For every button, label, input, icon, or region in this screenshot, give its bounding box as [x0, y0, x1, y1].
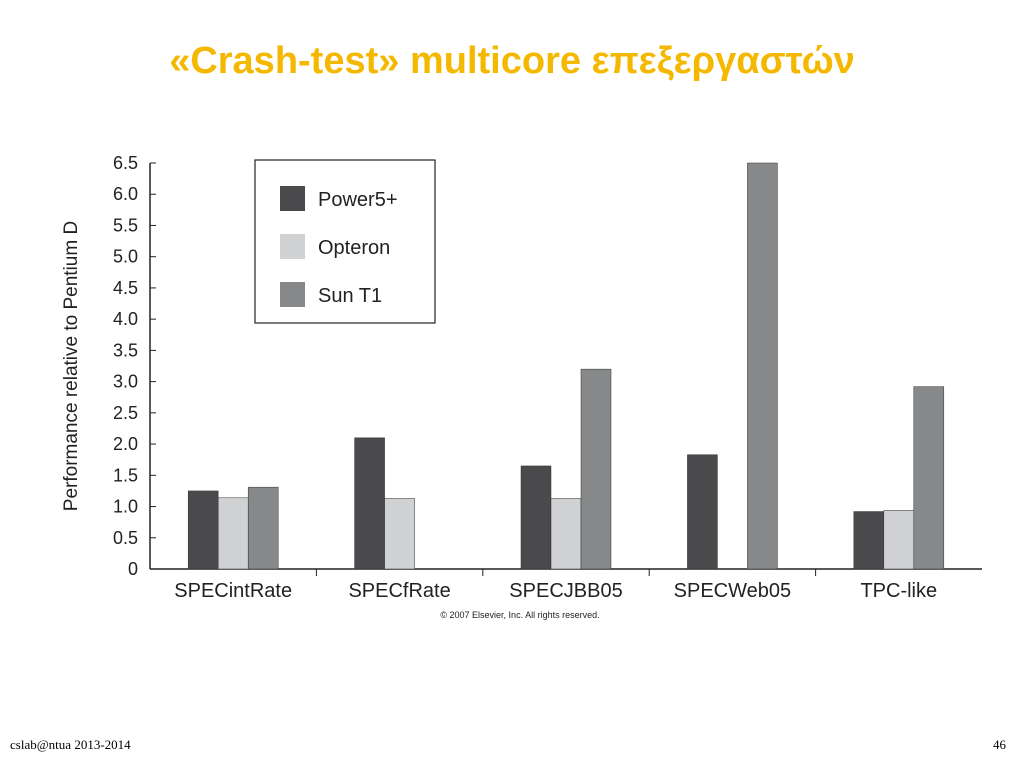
y-tick-label: 0	[128, 559, 138, 579]
bar-power5--specjbb05	[520, 465, 552, 570]
x-tick-label: SPECintRate	[174, 580, 292, 602]
y-axis-label: Performance relative to Pentium D	[61, 221, 82, 511]
bar-sun-t1-tpc-like	[913, 386, 945, 570]
y-tick-label: 3.5	[113, 340, 138, 360]
legend-label: Sun T1	[318, 285, 382, 307]
y-tick-label: 4.0	[113, 309, 138, 329]
bar-power5--specfrate	[354, 437, 385, 570]
bar-opteron-specintrate	[217, 497, 249, 570]
y-tick-label: 1.0	[113, 497, 138, 517]
y-tick-label: 2.5	[113, 403, 138, 423]
bar-opteron-specfrate	[384, 498, 415, 570]
bar-power5--specweb05	[687, 454, 718, 570]
legend-swatch	[280, 234, 305, 259]
page-number: 46	[993, 737, 1006, 752]
x-tick-label: SPECWeb05	[674, 580, 791, 602]
y-tick-label: 2.0	[113, 434, 138, 454]
legend-swatch	[280, 282, 305, 307]
y-tick-label: 0.5	[113, 528, 138, 548]
bar-sun-t1-specjbb05	[580, 368, 612, 570]
x-tick-label: SPECfRate	[348, 580, 450, 602]
legend-label: Opteron	[318, 237, 390, 259]
footer-course: cslab@ntua 2013-2014	[10, 737, 131, 752]
bar-power5--specintrate	[187, 490, 219, 570]
bar-opteron-specjbb05	[550, 498, 582, 570]
y-tick-label: 3.0	[113, 372, 138, 392]
bar-opteron-tpc-like	[883, 510, 915, 570]
y-tick-label: 6.5	[113, 153, 138, 173]
copyright-note: © 2007 Elsevier, Inc. All rights reserve…	[440, 610, 600, 620]
bar-sun-t1-specintrate	[247, 486, 279, 570]
x-tick-label: SPECJBB05	[509, 580, 622, 602]
bar-sun-t1-specweb05	[747, 162, 778, 570]
slide-title: «Crash-test» multicore επεξεργαστών	[169, 40, 855, 82]
y-tick-label: 5.0	[113, 247, 138, 267]
x-tick-label: TPC-like	[860, 580, 937, 602]
legend-swatch	[280, 186, 305, 211]
legend-label: Power5+	[318, 189, 398, 211]
y-tick-label: 5.5	[113, 215, 138, 235]
y-tick-label: 1.5	[113, 465, 138, 485]
y-tick-label: 6.0	[113, 184, 138, 204]
y-tick-label: 4.5	[113, 278, 138, 298]
bar-power5--tpc-like	[853, 511, 885, 570]
